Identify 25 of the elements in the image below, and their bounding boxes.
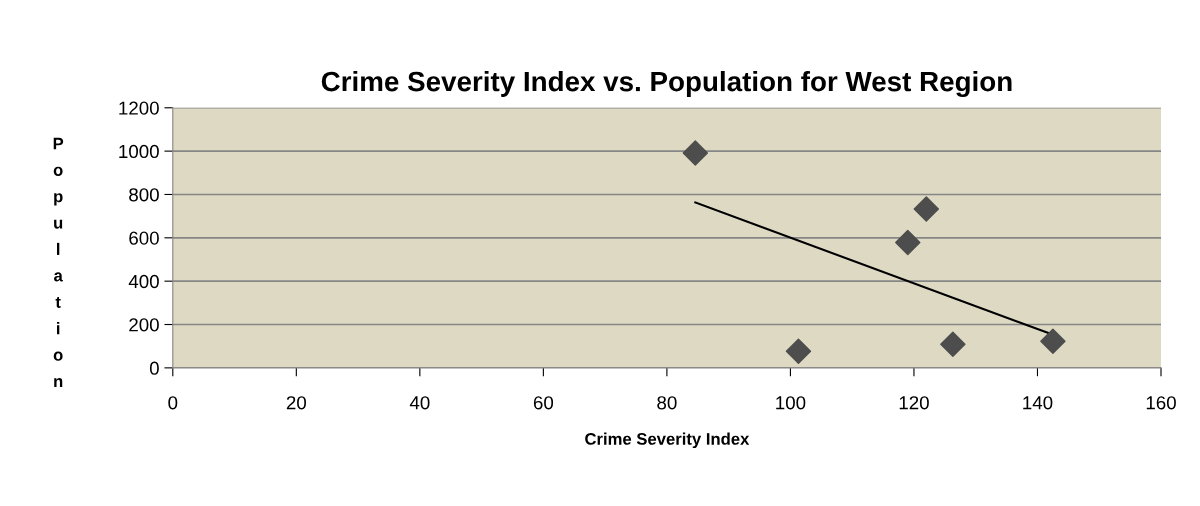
point — [1040, 328, 1066, 354]
x-tick-label: 40 — [409, 396, 430, 410]
x-axis-title: Crime Severity Index — [585, 432, 750, 449]
point — [785, 338, 812, 364]
point — [940, 331, 966, 357]
y-tick-label: 800 — [129, 188, 159, 202]
x-tick-label: 0 — [168, 396, 178, 410]
x-tick-label: 140 — [1023, 396, 1053, 410]
point — [682, 140, 709, 166]
y-tick-label: 200 — [129, 318, 159, 332]
x-tick-label: 100 — [776, 396, 806, 410]
y-tick-label: 0 — [149, 361, 159, 375]
x-tick-label: 20 — [286, 396, 307, 410]
y-tick-label: 1000 — [119, 144, 159, 159]
y-tick-label: 1200 — [119, 101, 159, 115]
x-tick-label: 60 — [533, 396, 554, 410]
chart-title: Crime Severity Index vs. Population for West Region — [321, 70, 1012, 97]
x-tick-label: 80 — [657, 396, 677, 410]
x-tick-label: 160 — [1146, 396, 1176, 410]
point — [913, 196, 940, 222]
y-tick-label: 600 — [129, 231, 159, 245]
x-tick-label: 120 — [899, 396, 929, 410]
text: Population — [53, 137, 64, 387]
point — [895, 229, 921, 256]
y-tick-label: 400 — [128, 274, 159, 289]
